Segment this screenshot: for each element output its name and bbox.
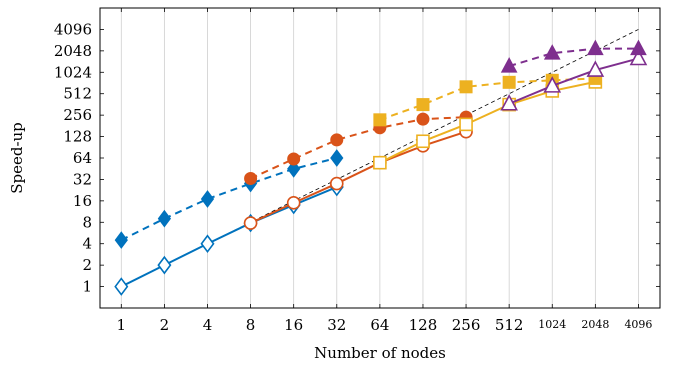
series-line [379,80,596,164]
x-tick-label: 32 [327,316,346,334]
triangle-marker [543,76,562,93]
square-marker [502,75,516,89]
x-tick-label: 512 [495,316,524,334]
y-tick-label: 256 [63,106,92,124]
diamond-marker [157,255,172,275]
y-tick-label: 64 [73,149,92,167]
y-tick-label: 2048 [54,42,92,60]
y-tick-label: 128 [63,128,92,146]
series-line [250,130,467,224]
diamond-marker [157,209,172,228]
circle-marker [243,216,258,230]
triangle-marker [500,57,518,73]
triangle-marker [586,60,605,77]
y-tick-label: 1024 [54,63,92,81]
series-layer [114,39,648,296]
diamond-marker [114,231,128,249]
y-tick-label: 16 [73,192,92,210]
diamond-marker [114,277,129,296]
x-tick-label: 4 [203,316,213,334]
y-tick-label: 32 [73,170,92,188]
y-tick-label: 2 [82,256,92,274]
triangle-marker [587,39,604,56]
triangle-marker [630,39,647,56]
x-tick-label: 4096 [624,318,652,331]
square-marker [416,98,430,112]
y-tick-label: 4 [82,235,92,253]
series-line [508,57,639,105]
circle-marker [416,112,430,126]
y-tick-label: 8 [82,213,92,231]
series-line [379,77,596,121]
circle-marker [244,171,258,185]
x-tick-label: 64 [370,316,389,334]
series-line [250,116,467,180]
x-axis-title: Number of nodes [314,344,446,362]
x-tick-label: 16 [284,316,303,334]
y-tick-label: 4096 [54,20,92,38]
x-tick-label: 8 [246,316,256,334]
circle-marker [330,133,344,147]
triangle-marker [629,48,648,66]
series-4-square-solid [373,75,603,170]
square-marker [416,134,430,149]
circle-marker [287,152,301,166]
y-tick-label: 1 [82,278,92,296]
labels-layer: 1 2 4 8 16 32 64 128 256 512 1024 2048 4096 1 2 4 8 16 32 6… [54,20,653,334]
x-tick-label: 128 [409,316,438,334]
series-line [120,157,338,241]
x-tick-label: 1024 [538,318,566,331]
square-marker [459,117,473,132]
square-marker [373,113,387,127]
series-line [508,47,639,68]
y-axis-title: Speed-up [8,122,26,194]
series-6-triangle-solid [500,48,648,111]
circle-marker [286,196,301,210]
series-7-triangle-dashed [500,39,647,73]
x-tick-label: 1 [117,316,127,334]
ticks-layer [100,8,660,308]
triangle-marker [543,44,561,60]
diamond-marker [330,149,344,167]
diamond-marker [200,234,215,254]
diamond-marker [287,160,301,178]
y-tick-label: 512 [63,85,92,103]
x-tick-label: 2 [160,316,170,334]
diamond-marker [200,190,215,208]
square-marker [459,80,473,94]
series-2-circle-solid [243,124,473,230]
x-tick-label: 256 [452,316,481,334]
square-marker [373,155,387,170]
circle-marker [329,176,344,191]
series-line [120,186,338,288]
x-tick-label: 2048 [581,318,609,331]
triangle-marker [500,94,518,111]
